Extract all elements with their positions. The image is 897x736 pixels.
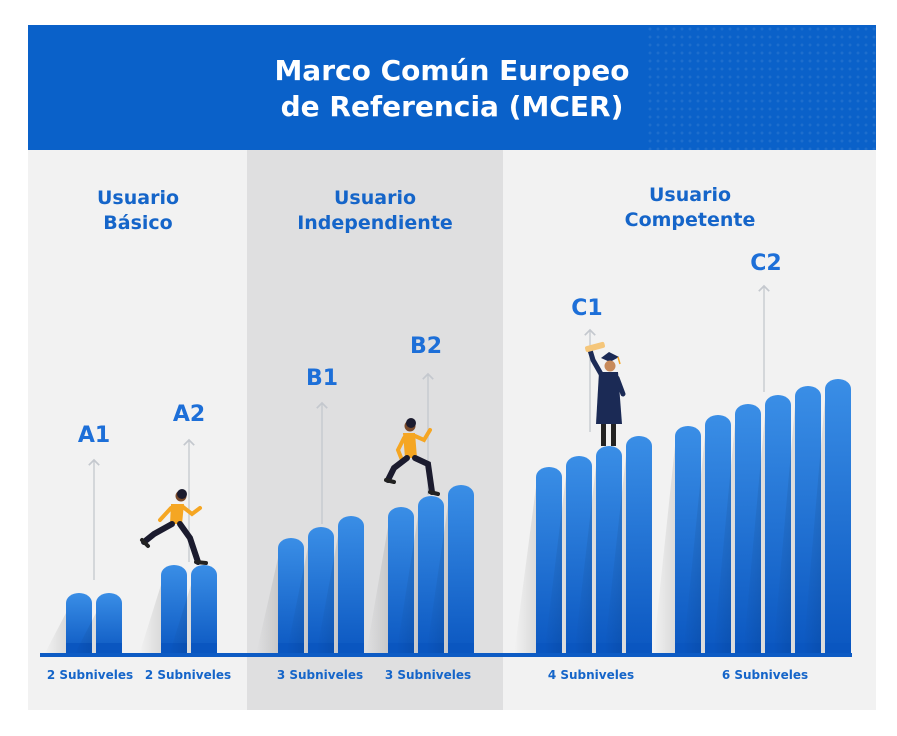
header-banner: Marco Común Europeo de Referencia (MCER): [28, 25, 876, 150]
sublevel-bar-b1: [338, 516, 364, 657]
sublevels-caption-a2: 2 Subniveles: [144, 668, 232, 682]
sublevels-caption-b2: 3 Subniveles: [384, 668, 472, 682]
bar-base: [825, 643, 851, 655]
bars-layer: [44, 284, 851, 657]
bar-shadow: [604, 456, 626, 655]
level-label-b2: B2: [409, 334, 443, 359]
level-label-a2: A2: [172, 402, 206, 427]
title-line-2: de Referencia (MCER): [280, 90, 624, 123]
group-title-independiente: Usuario Independiente: [297, 187, 453, 234]
bar-shadow: [286, 547, 308, 655]
bar-shadow: [256, 558, 278, 655]
bar-shadow: [653, 446, 675, 655]
graduate-icon: [585, 341, 626, 446]
bar-shadow: [743, 415, 765, 655]
bar-shadow: [574, 466, 596, 655]
level-label-c2: C2: [750, 251, 782, 276]
sublevel-bar-a2: [191, 565, 217, 657]
sublevels-caption-c2: 6 Subniveles: [721, 668, 809, 682]
sublevel-bar-a1: [96, 593, 122, 657]
running-person-icon: [384, 418, 440, 496]
bar-shadow: [683, 435, 705, 655]
group-title-basico: Usuario Básico: [96, 187, 180, 234]
bar-shadow: [74, 613, 96, 655]
bar-base: [626, 643, 652, 655]
bar-shadow: [514, 487, 536, 655]
bar-shadow: [713, 424, 735, 655]
bar-shadow: [44, 613, 66, 655]
bar-shadow: [169, 585, 191, 655]
bar-shadow: [139, 585, 161, 655]
level-label-a1: A1: [77, 423, 111, 448]
bar-shadow: [803, 399, 825, 655]
running-person-icon: [140, 489, 208, 565]
sublevel-bar-c2: [825, 379, 851, 657]
sublevels-caption-b1: 3 Subniveles: [276, 668, 364, 682]
title-line-1: Marco Común Europeo: [274, 54, 630, 87]
bar-shadow: [316, 536, 338, 655]
bar-shadow: [773, 406, 795, 655]
bar-base: [448, 643, 474, 655]
group-title-competente: Usuario Competente: [624, 184, 756, 231]
sublevel-bar-b2: [448, 485, 474, 657]
sublevels-caption-c1: 4 Subniveles: [547, 668, 635, 682]
bar-shadow: [426, 505, 448, 655]
bar-base: [96, 643, 122, 655]
bar-base: [191, 643, 217, 655]
bar-base: [338, 643, 364, 655]
level-label-c1: C1: [571, 296, 603, 321]
level-label-b1: B1: [305, 366, 339, 391]
page-title: Marco Común Europeo de Referencia (MCER): [28, 53, 876, 125]
sublevel-bar-c1: [626, 436, 652, 657]
sublevels-caption-a1: 2 Subniveles: [46, 668, 134, 682]
bar-shadow: [544, 476, 566, 655]
bar-shadow: [366, 527, 388, 655]
bar-shadow: [396, 516, 418, 655]
